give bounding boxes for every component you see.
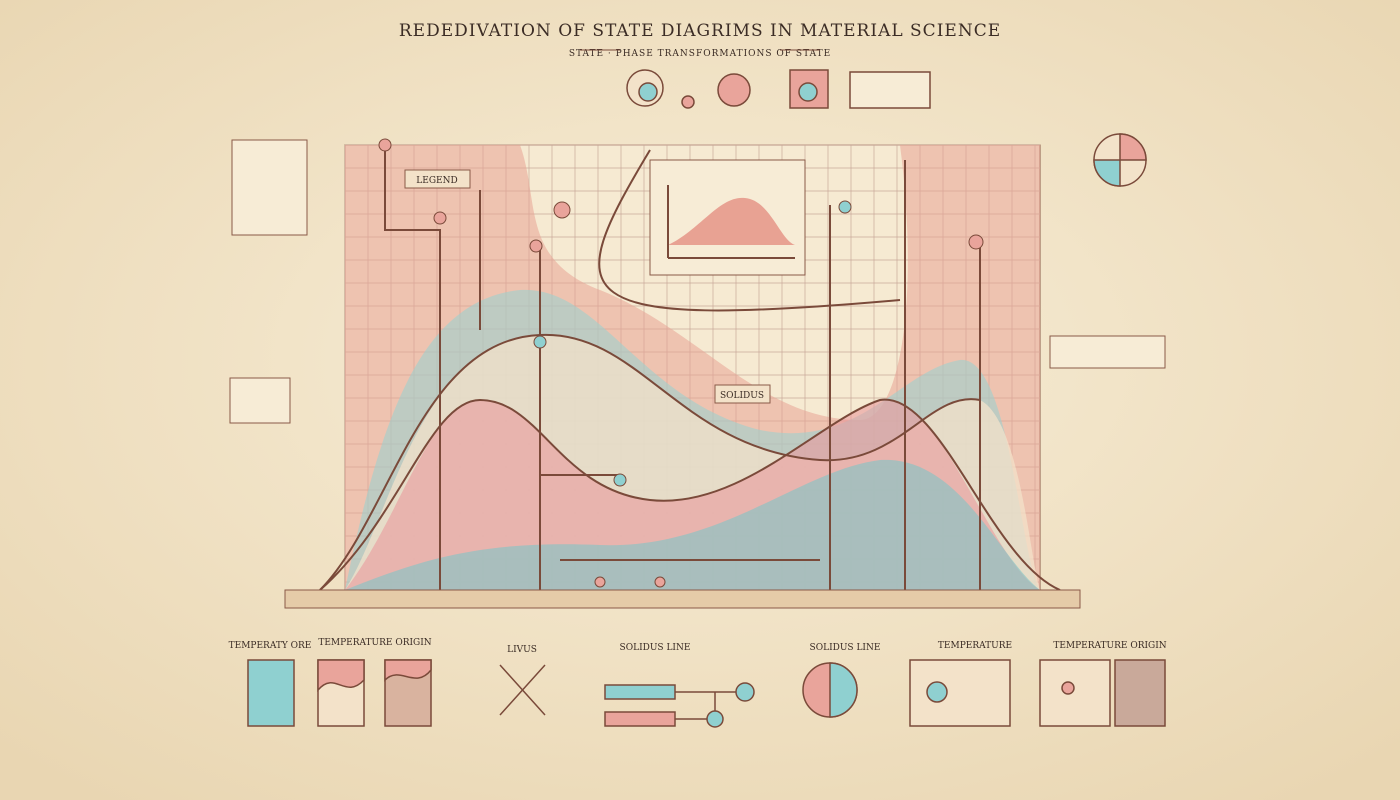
bottom-labels: TEMPERATY ORE TEMPERATURE ORIGIN LIVUS S… [229,638,1167,655]
solidus-line [319,333,981,591]
panel-label: SOLIDUS LINE [620,643,691,653]
panel-label: LIVUS [507,645,537,655]
leader-lines [384,145,981,590]
connector [539,149,901,590]
panel-label: TEMPERATY ORE [229,641,312,651]
top-icons [626,69,1147,187]
base-plate [284,589,1081,609]
panel-label: TEMPERATURE ORIGIN [1053,641,1166,651]
inset-axes [667,185,795,259]
inset-curve [668,197,795,245]
main-diagram: LEGEND SOLIDUS [284,138,1081,609]
phase-region [345,459,1040,590]
label-box [404,169,471,189]
center-label: SOLIDUS [720,391,764,401]
panel-label: TEMPERATURE [938,641,1012,651]
title: REDEDIVATION OF STATE DIAGRIMS IN MATERI… [399,21,1001,41]
panel-label: TEMPERATURE ORIGIN [318,638,431,648]
nodes [378,138,984,588]
liquidus-line [319,398,1061,591]
bottom-panels [247,659,1166,728]
inset-label: LEGEND [416,176,457,186]
label-box [714,384,771,404]
side-boxes [229,139,1166,424]
panel-label: SOLIDUS LINE [810,643,881,653]
subtitle: STATE · PHASE TRANSFORMATIONS OF STATE [569,49,831,59]
